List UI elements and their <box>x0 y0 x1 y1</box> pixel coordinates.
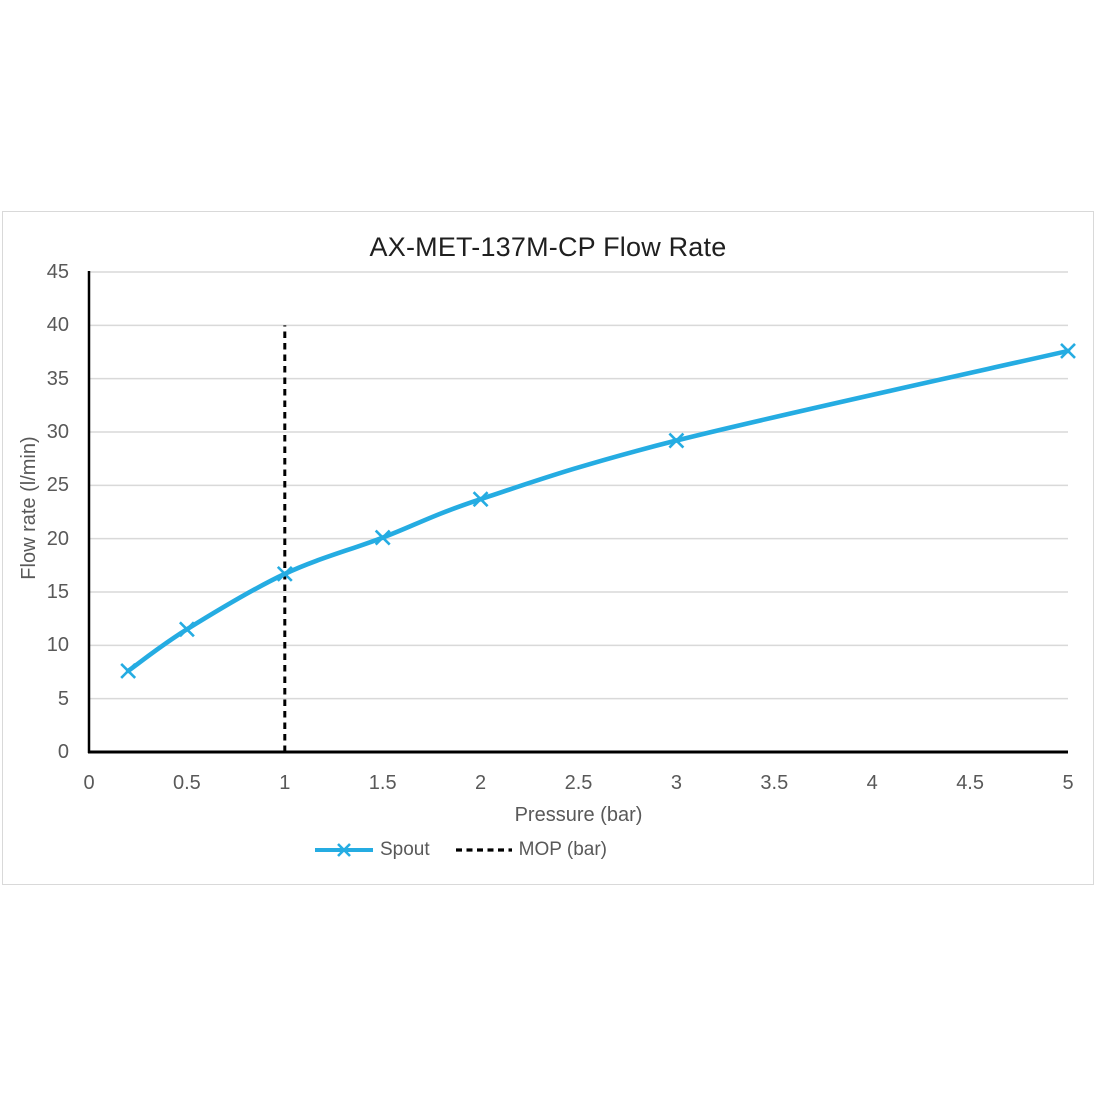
legend-item-spout: Spout <box>315 839 430 861</box>
y-tick-label: 25 <box>46 474 69 497</box>
y-tick-label: 20 <box>46 527 69 550</box>
legend-label-spout: Spout <box>380 839 430 860</box>
spout-line-marker-icon <box>315 843 373 857</box>
plot-area <box>87 271 1076 754</box>
data-point-marker <box>668 432 685 449</box>
y-tick-label: 10 <box>46 634 69 657</box>
y-tick-label: 35 <box>46 367 69 390</box>
x-tick-label: 2 <box>475 772 487 794</box>
y-tick-label: 45 <box>46 261 69 283</box>
legend-label-mop: MOP (bar) <box>518 839 607 860</box>
y-tick-label: 0 <box>57 741 69 763</box>
x-tick-label: 0 <box>83 772 95 794</box>
chart-title: AX-MET-137M-CP Flow Rate <box>369 232 727 262</box>
x-tick-label: 0.5 <box>172 772 201 794</box>
data-point-marker <box>276 565 293 582</box>
data-point-marker <box>374 529 391 546</box>
x-tick-label: 3.5 <box>760 772 789 794</box>
y-tick-label: 5 <box>57 687 69 710</box>
x-tick-label: 1 <box>279 772 291 794</box>
x-tick-label: 4 <box>866 772 878 794</box>
data-point-marker <box>178 621 195 638</box>
data-point-marker <box>472 491 489 508</box>
legend: Spout MOP (bar) <box>315 838 607 862</box>
legend-item-mop: MOP (bar) <box>455 839 607 861</box>
x-tick-label: 5 <box>1062 772 1074 794</box>
x-tick-label: 1.5 <box>368 772 397 794</box>
x-tick-label: 3 <box>670 772 682 794</box>
y-tick-label: 15 <box>46 581 69 603</box>
x-axis-title: Pressure (bar) <box>514 804 643 826</box>
data-point-marker <box>120 663 137 679</box>
spout-series-line <box>125 348 1071 674</box>
y-tick-label: 30 <box>46 421 69 443</box>
data-point-marker <box>1060 343 1076 359</box>
mop-dashed-line-icon <box>455 848 512 852</box>
chart-frame: AX-MET-137M-CP Flow Rate Flow rate (l/mi… <box>2 211 1094 885</box>
y-tick-label: 40 <box>46 314 69 337</box>
x-tick-label: 2.5 <box>564 772 593 794</box>
x-tick-label: 4.5 <box>956 772 984 794</box>
